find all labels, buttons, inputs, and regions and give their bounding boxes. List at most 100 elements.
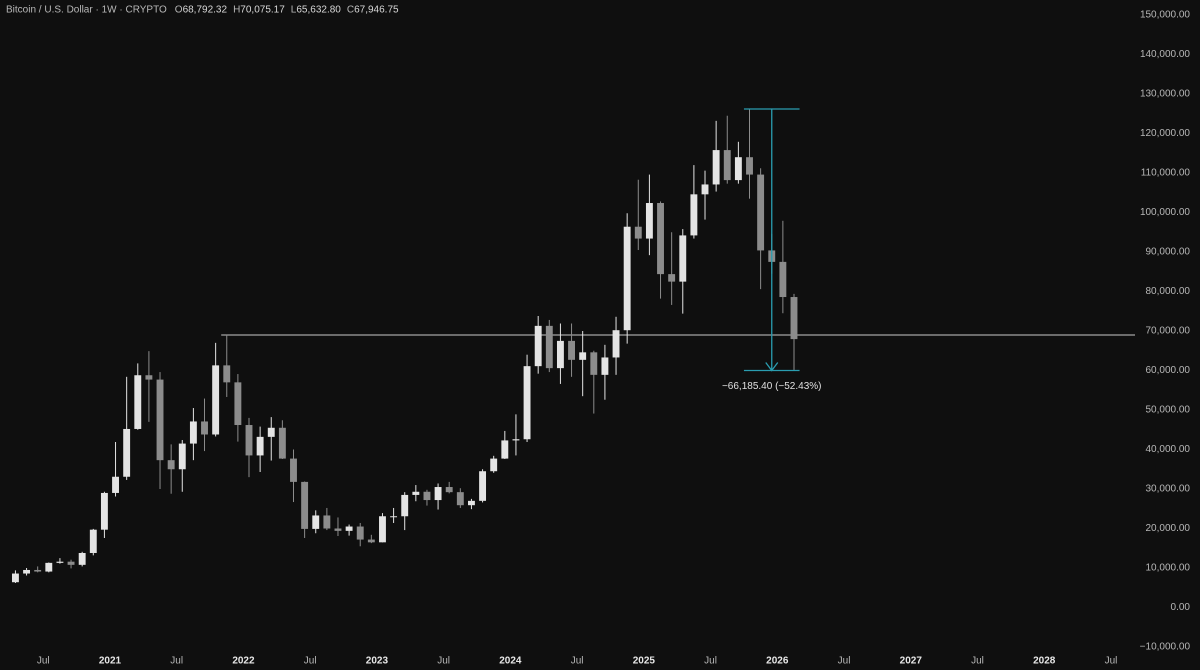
x-tick-label: 2026 <box>766 656 789 667</box>
candle-body <box>668 274 676 282</box>
candle-body <box>323 515 331 529</box>
candle-body <box>712 150 720 185</box>
measure-arrowhead <box>765 362 779 372</box>
candle-body <box>212 365 220 435</box>
ohlc-key: C <box>347 5 354 16</box>
x-tick-label: 2023 <box>366 656 389 667</box>
candle-body <box>445 487 453 493</box>
candle-body <box>89 529 97 553</box>
candle-body <box>523 366 531 440</box>
y-tick-label: 60,000.00 <box>1146 365 1191 376</box>
measure-label: −66,185.40 (−52.43%) <box>722 381 822 392</box>
y-tick-label: 50,000.00 <box>1146 405 1191 416</box>
candle-body <box>723 150 731 181</box>
y-tick-label: 130,000.00 <box>1140 89 1190 100</box>
candle-body <box>456 492 464 506</box>
x-tick-label: Jul <box>304 656 317 667</box>
candle-body <box>579 352 587 360</box>
candle-body <box>367 539 375 543</box>
x-tick-label: Jul <box>1105 656 1118 667</box>
ohlc-key: L <box>291 5 297 16</box>
candle-body <box>779 261 787 298</box>
candle-body <box>123 428 131 477</box>
y-tick-label: 10,000.00 <box>1146 563 1191 574</box>
candle-body <box>56 561 64 563</box>
candle-body <box>78 552 86 565</box>
x-tick-label: 2024 <box>499 656 522 667</box>
candle-body <box>556 340 564 369</box>
ohlc-key: H <box>233 5 240 16</box>
x-tick-label: 2022 <box>232 656 255 667</box>
y-tick-label: 80,000.00 <box>1146 286 1191 297</box>
candle-body <box>290 458 297 482</box>
y-tick-label: 90,000.00 <box>1146 247 1191 258</box>
ohlc-value: 68,792.32 <box>183 5 228 16</box>
candle-body <box>434 487 442 501</box>
candle-body <box>23 569 31 574</box>
x-tick-label: Jul <box>37 656 50 667</box>
candle-body <box>634 226 642 239</box>
candle-body <box>423 491 431 501</box>
candle-body <box>545 325 553 369</box>
candle-body <box>45 562 53 572</box>
candle-body <box>645 203 653 239</box>
candle-body <box>267 427 275 437</box>
x-tick-label: Jul <box>170 656 183 667</box>
candle-body <box>590 352 598 375</box>
x-tick-label: 2021 <box>99 656 122 667</box>
y-tick-label: 120,000.00 <box>1140 128 1190 139</box>
y-tick-label: 70,000.00 <box>1146 326 1191 337</box>
y-tick-label: −10,000.00 <box>1140 642 1191 653</box>
candle-body <box>312 515 320 529</box>
candle-body <box>734 157 742 181</box>
candle-body <box>223 365 231 383</box>
candle-body <box>256 436 264 456</box>
ohlc-value: 70,075.17 <box>240 5 285 16</box>
x-tick-label: 2027 <box>900 656 923 667</box>
candle-body <box>178 443 186 470</box>
ohlc-key: O <box>175 5 183 16</box>
candle-body <box>490 458 498 472</box>
candle-body <box>390 516 398 518</box>
candle-body <box>345 526 353 531</box>
y-tick-label: 150,000.00 <box>1140 10 1190 21</box>
candle-body <box>401 494 409 517</box>
y-tick-label: 40,000.00 <box>1146 444 1191 455</box>
candle-body <box>356 526 364 540</box>
candle-body <box>234 382 242 426</box>
candle-body <box>301 481 309 529</box>
candle-body <box>167 460 175 470</box>
candle-body <box>690 194 698 236</box>
y-tick-label: 140,000.00 <box>1140 49 1190 60</box>
candle-body <box>790 297 798 340</box>
ohlc-value: 65,632.80 <box>296 5 341 16</box>
candle-body <box>657 203 664 275</box>
ohlc-value: 67,946.75 <box>354 5 399 16</box>
candle-body <box>757 174 765 251</box>
y-tick-label: 30,000.00 <box>1146 484 1191 495</box>
candle-body <box>512 439 520 441</box>
candle-body <box>156 379 164 461</box>
x-tick-label: Jul <box>971 656 984 667</box>
candle-body <box>612 330 620 358</box>
candle-body <box>201 421 208 435</box>
candle-body <box>145 375 153 380</box>
y-tick-label: 110,000.00 <box>1141 168 1191 179</box>
candle-body <box>11 573 19 583</box>
candle-body <box>412 491 420 495</box>
candle-body <box>134 375 142 429</box>
candle-body <box>534 325 542 367</box>
candle-body <box>379 516 386 543</box>
x-tick-label: Jul <box>704 656 717 667</box>
y-tick-label: 0.00 <box>1171 602 1191 613</box>
candle-body <box>34 569 42 572</box>
y-tick-label: 100,000.00 <box>1140 207 1190 218</box>
y-tick-label: 20,000.00 <box>1146 523 1191 534</box>
x-tick-label: 2028 <box>1033 656 1056 667</box>
candle-body <box>100 492 108 530</box>
candle-body <box>468 500 475 506</box>
candle-body <box>601 357 609 375</box>
x-tick-label: 2025 <box>633 656 656 667</box>
candle-body <box>746 157 753 175</box>
